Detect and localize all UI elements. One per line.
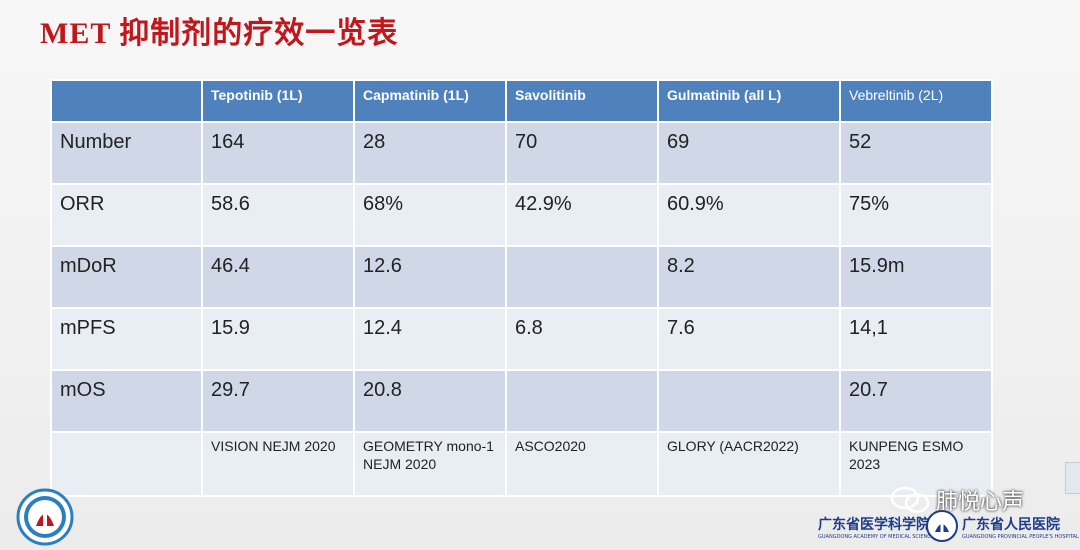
table-cell: 7.6 — [657, 307, 841, 371]
table-row-mos: mOS 29.7 20.8 20.7 — [50, 369, 993, 433]
table-cell: 15.9m — [839, 245, 993, 309]
table-cell: 29.7 — [201, 369, 355, 433]
table-cell: 69 — [657, 121, 841, 185]
header-gulmatinib: Gulmatinib (all L) — [657, 79, 841, 123]
reference-cell: GLORY (AACR2022) — [657, 431, 841, 497]
table-cell — [505, 369, 659, 433]
table-row-mdor: mDoR 46.4 12.6 8.2 15.9m — [50, 245, 993, 309]
hospital-emblem-icon — [926, 510, 958, 542]
table-cell: 60.9% — [657, 183, 841, 247]
table-row-number: Number 164 28 70 69 52 — [50, 121, 993, 185]
table-cell: 20.7 — [839, 369, 993, 433]
table-cell: 42.9% — [505, 183, 659, 247]
header-vebreltinib: Vebreltinib (2L) — [839, 79, 993, 123]
table-cell: 14,1 — [839, 307, 993, 371]
table-header-row: Tepotinib (1L) Capmatinib (1L) Savolitin… — [50, 79, 993, 123]
table-cell: 15.9 — [201, 307, 355, 371]
reference-cell: VISION NEJM 2020 — [201, 431, 355, 497]
table-cell: 75% — [839, 183, 993, 247]
table-cell: 70 — [505, 121, 659, 185]
hospital-name-en: GUANGDONG PROVINCIAL PEOPLE'S HOSPITAL — [962, 534, 1079, 540]
row-label: mOS — [50, 369, 203, 433]
table-row-orr: ORR 58.6 68% 42.9% 60.9% 75% — [50, 183, 993, 247]
table-cell: 28 — [353, 121, 507, 185]
row-label: mDoR — [50, 245, 203, 309]
header-tepotinib: Tepotinib (1L) — [201, 79, 355, 123]
header-empty — [50, 79, 203, 123]
header-capmatinib: Capmatinib (1L) — [353, 79, 507, 123]
slide-title: MET 抑制剂的疗效一览表 — [40, 17, 399, 50]
row-label-empty — [50, 431, 203, 497]
row-label: mPFS — [50, 307, 203, 371]
academy-name-en: GUANGDONG ACADEMY OF MEDICAL SCIENCES — [818, 534, 938, 540]
reference-cell: ASCO2020 — [505, 431, 659, 497]
table-cell: 52 — [839, 121, 993, 185]
hospital-logo-left — [16, 488, 74, 546]
wechat-icon — [890, 486, 930, 513]
watermark-text: 肺悦心声 — [936, 490, 1025, 515]
table-cell: 68% — [353, 183, 507, 247]
efficacy-table: Tepotinib (1L) Capmatinib (1L) Savolitin… — [50, 79, 993, 497]
row-label: ORR — [50, 183, 203, 247]
header-savolitinib: Savolitinib — [505, 79, 659, 123]
hospital-name: 广东省人民医院 — [962, 517, 1060, 533]
table-cell: 46.4 — [201, 245, 355, 309]
table-cell: 20.8 — [353, 369, 507, 433]
table-cell: 8.2 — [657, 245, 841, 309]
row-label: Number — [50, 121, 203, 185]
reference-cell: KUNPENG ESMO 2023 — [839, 431, 993, 497]
table-cell: 6.8 — [505, 307, 659, 371]
table-cell — [657, 369, 841, 433]
table-cell: 58.6 — [201, 183, 355, 247]
table-cell: 12.6 — [353, 245, 507, 309]
reference-cell: GEOMETRY mono-1 NEJM 2020 — [353, 431, 507, 497]
watermark: 肺悦心声 — [890, 484, 1024, 516]
table-cell: 164 — [201, 121, 355, 185]
academy-name: 广东省医学科学院 — [818, 517, 930, 533]
table-row-mpfs: mPFS 15.9 12.4 6.8 7.6 14,1 — [50, 307, 993, 371]
table-row-references: VISION NEJM 2020 GEOMETRY mono-1 NEJM 20… — [50, 431, 993, 497]
side-tab — [1065, 462, 1080, 494]
table-cell — [505, 245, 659, 309]
table-cell: 12.4 — [353, 307, 507, 371]
